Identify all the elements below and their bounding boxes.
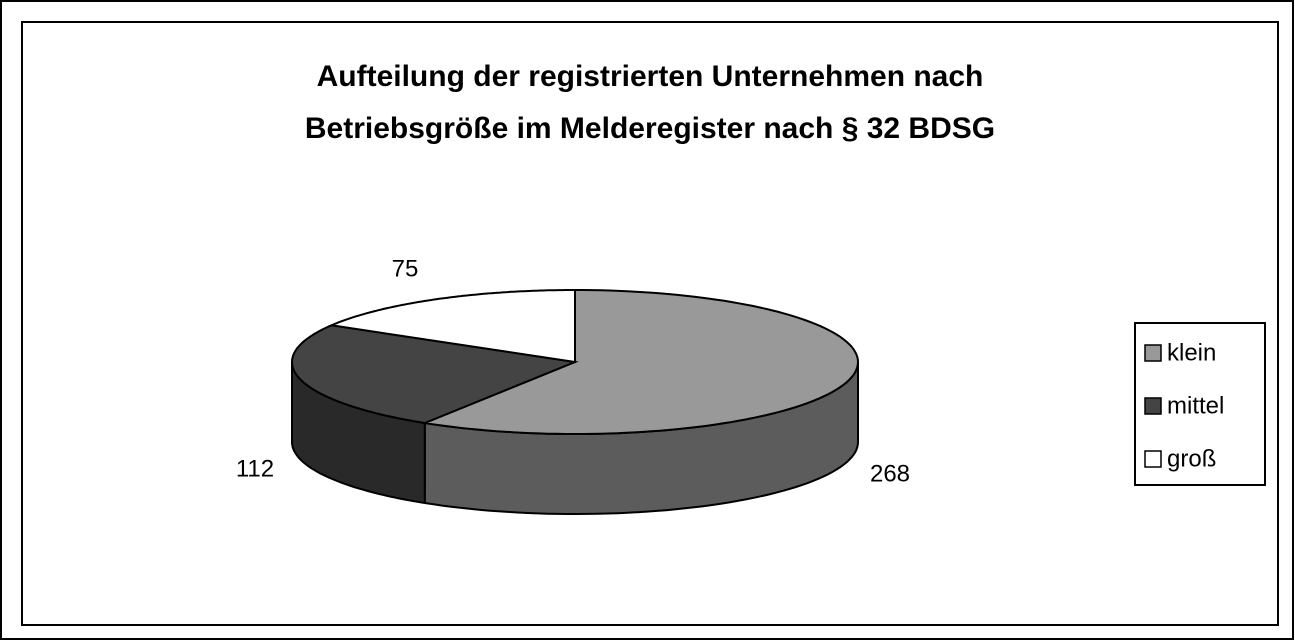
legend-swatch [1144, 450, 1162, 468]
pie-slice [327, 289, 576, 364]
pie-slice [421, 289, 860, 435]
data-label: 112 [236, 455, 274, 482]
pie-slice [291, 324, 579, 425]
pie [291, 289, 860, 515]
legend-label: groß [1167, 445, 1216, 472]
legend-label: klein [1167, 339, 1216, 366]
chart-title: Betriebsgröße im Melderegister nach § 32… [305, 112, 995, 145]
legend-swatch [1144, 344, 1162, 362]
legend-label: mittel [1167, 392, 1224, 419]
chart-title: Aufteilung der registrierten Unternehmen… [317, 60, 984, 93]
data-label: 268 [870, 460, 910, 487]
legend-swatch [1144, 397, 1162, 415]
data-label: 75 [392, 255, 419, 282]
